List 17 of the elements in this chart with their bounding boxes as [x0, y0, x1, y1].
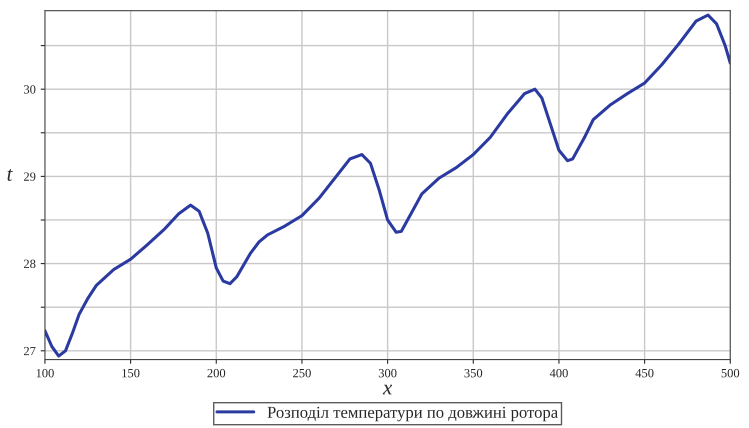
y-axis-title: t — [8, 168, 13, 181]
x-tick-label: 300 — [378, 368, 397, 378]
y-tick-label: 30 — [24, 85, 36, 94]
y-tick-label: 28 — [24, 260, 36, 268]
y-tick-label: 27 — [24, 346, 36, 356]
x-tick-label: 350 — [464, 368, 482, 378]
x-tick-label: 150 — [122, 368, 140, 378]
x-tick-label: 250 — [293, 368, 311, 378]
x-tick-label: 100 — [36, 368, 54, 378]
x-tick-label: 500 — [722, 368, 740, 378]
x-tick-label: 200 — [207, 368, 226, 378]
x-tick-label: 450 — [635, 368, 654, 378]
y-tick-label: 29 — [24, 172, 36, 181]
x-tick-label: 400 — [550, 368, 568, 378]
legend-label: Розподіл температури по довжині ротора — [268, 406, 558, 422]
x-axis-title: x — [382, 384, 392, 394]
line-series — [44, 14, 730, 358]
